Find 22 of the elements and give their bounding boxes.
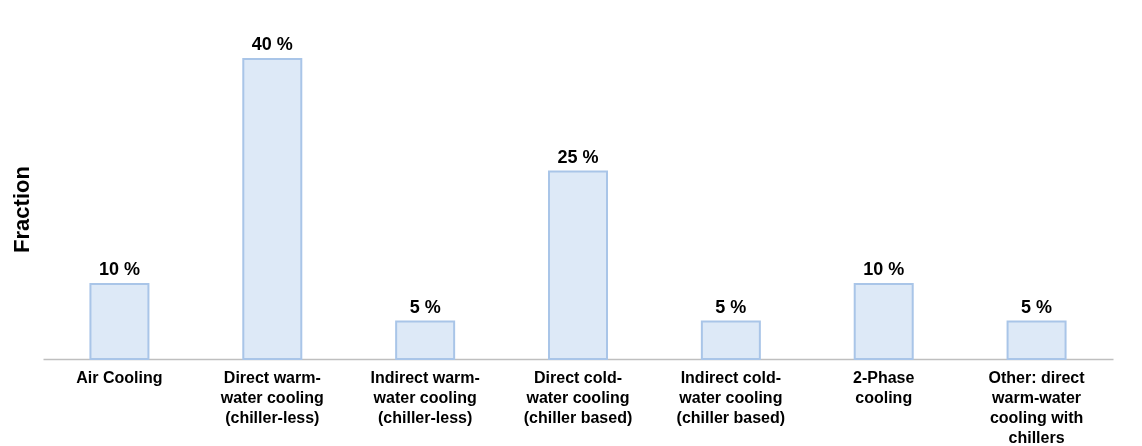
bar — [242, 58, 303, 360]
bar — [548, 170, 608, 360]
x-tick-label: Other: direct warm-water cooling with chillers — [988, 368, 1086, 446]
x-tick-label: Indirect cold-water cooling (chiller based) — [676, 368, 786, 426]
bar — [700, 320, 761, 360]
data-label: 5 % — [409, 296, 441, 317]
x-tick-label: Direct cold-water cooling (chiller based) — [523, 368, 633, 426]
x-tick-label: 2-Phase cooling — [853, 368, 915, 406]
data-label: 25 % — [557, 146, 599, 167]
data-label: 5 % — [1021, 296, 1053, 317]
x-tick-label: Air Cooling — [76, 368, 163, 386]
data-label: 40 % — [251, 34, 293, 54]
y-axis-title: Fraction — [8, 166, 34, 253]
bar — [1006, 320, 1067, 360]
data-label: 5 % — [715, 296, 747, 317]
x-tick-label: Indirect warm-water cooling (chiller-less) — [370, 368, 480, 426]
bar — [89, 283, 150, 360]
data-label: 10 % — [98, 259, 140, 279]
x-tick-label: Direct warm-water cooling (chiller-less) — [219, 368, 324, 426]
bar — [395, 320, 456, 360]
data-label: 10 % — [863, 259, 905, 279]
bar — [853, 283, 914, 360]
